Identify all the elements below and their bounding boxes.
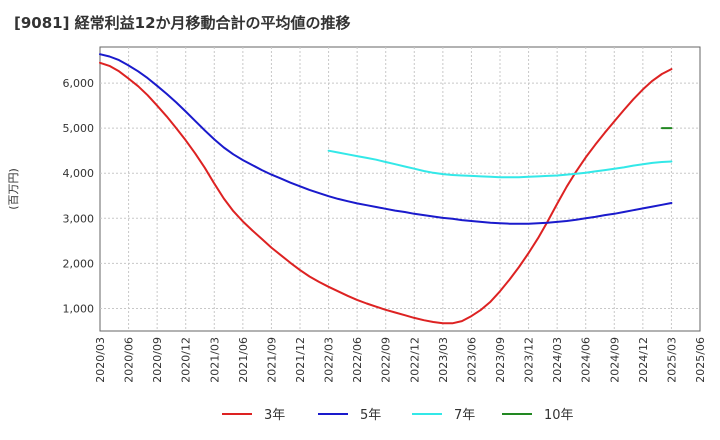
x-tick-label: 2024/03 (551, 337, 564, 383)
x-tick-label: 2022/03 (323, 337, 336, 383)
x-tick-label: 2020/12 (180, 337, 193, 383)
y-tick-label: 5,000 (63, 122, 95, 135)
x-tick-label: 2024/09 (608, 337, 621, 383)
chart-title: [9081] 経常利益12か月移動合計の平均値の推移 (14, 14, 351, 32)
y-axis-label: (百万円) (7, 168, 20, 210)
x-tick-label: 2024/06 (580, 337, 593, 383)
x-tick-label: 2023/03 (437, 337, 450, 383)
x-tick-label: 2025/06 (694, 337, 707, 383)
legend-label-3: 7年 (454, 408, 475, 423)
x-tick-label: 2022/06 (351, 337, 364, 383)
plot-frame (99, 46, 701, 332)
x-tick-label: 2023/09 (494, 337, 507, 383)
y-tick-label: 4,000 (63, 167, 95, 180)
y-tick-label: 3,000 (63, 212, 95, 225)
legend-label-2: 5年 (360, 408, 381, 423)
x-tick-label: 2022/09 (380, 337, 393, 383)
legend-label-4: 10年 (544, 408, 574, 423)
x-tick-label: 2025/03 (665, 337, 678, 383)
x-tick-label: 2021/12 (294, 337, 307, 383)
series-line-1 (99, 61, 673, 325)
legend-label-1: 3年 (264, 408, 285, 423)
x-tick-label: 2020/06 (123, 337, 136, 383)
x-tick-label: 2023/12 (523, 337, 536, 383)
x-tick-label: 2021/06 (237, 337, 250, 383)
x-tick-label: 2020/03 (94, 337, 107, 383)
x-tick-label: 2021/03 (208, 337, 221, 383)
x-tick-label: 2022/12 (408, 337, 421, 383)
x-tick-label: 2023/06 (465, 337, 478, 383)
y-tick-label: 2,000 (63, 257, 95, 270)
series-line-3 (327, 149, 673, 179)
x-tick-label: 2024/12 (637, 337, 650, 383)
x-tick-label: 2021/09 (265, 337, 278, 383)
x-tick-label: 2020/09 (151, 337, 164, 383)
y-tick-label: 1,000 (63, 302, 95, 315)
y-tick-label: 6,000 (63, 77, 95, 90)
series-line-2 (99, 53, 673, 225)
